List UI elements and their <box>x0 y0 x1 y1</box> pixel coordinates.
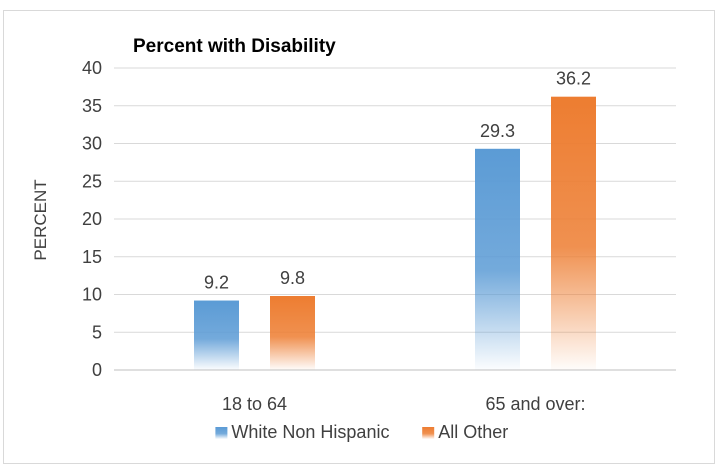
y-tick-label: 5 <box>92 322 102 342</box>
data-label: 29.3 <box>480 121 515 141</box>
y-tick-label: 0 <box>92 360 102 380</box>
legend-swatch <box>422 427 435 439</box>
data-label: 36.2 <box>556 69 591 89</box>
legend-label: All Other <box>438 422 508 442</box>
y-tick-label: 10 <box>82 285 102 305</box>
legend-label: White Non Hispanic <box>231 422 389 442</box>
bar-white-non-hispanic-1 <box>475 148 520 370</box>
chart-title: Percent with Disability <box>133 36 336 57</box>
bar-all-other-1 <box>551 96 596 370</box>
x-tick-label: 18 to 64 <box>222 394 287 414</box>
bar-white-non-hispanic-0 <box>194 300 239 370</box>
y-tick-label: 15 <box>82 247 102 267</box>
data-label: 9.2 <box>204 273 229 293</box>
y-tick-label: 40 <box>82 58 102 78</box>
legend-swatch <box>215 427 228 439</box>
y-tick-label: 20 <box>82 209 102 229</box>
y-tick-label: 30 <box>82 134 102 154</box>
x-tick-label: 65 and over: <box>485 394 585 414</box>
data-label: 9.8 <box>280 268 305 288</box>
chart-frame <box>3 10 715 464</box>
y-tick-label: 35 <box>82 96 102 116</box>
y-axis-title: PERCENT <box>31 179 50 260</box>
y-tick-label: 25 <box>82 171 102 191</box>
bar-all-other-0 <box>270 296 315 370</box>
